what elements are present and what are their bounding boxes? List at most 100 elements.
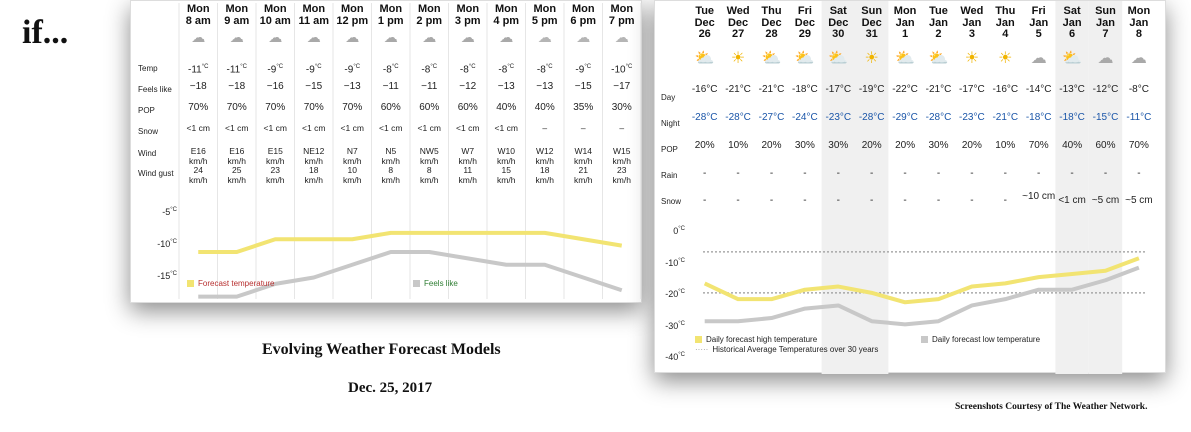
- pop-cell: 40%: [534, 102, 555, 113]
- gust-unit: km/h: [266, 174, 285, 185]
- temp-value: -8: [498, 64, 508, 76]
- feels-cell: −16: [266, 81, 284, 92]
- day-header-4: Sat Dec 30: [822, 5, 855, 41]
- gust-value: 24: [193, 165, 203, 175]
- wind-dir: W14: [574, 146, 592, 156]
- day-temp-cell: -17°C: [825, 84, 852, 95]
- snow-cloud-icon: ☁: [1130, 50, 1147, 67]
- night-temp-cell: -28°C: [925, 112, 952, 123]
- wind-dir: NW5: [419, 146, 439, 156]
- snow-cloud-icon: ☁: [422, 29, 437, 45]
- legend-label: Feels like: [424, 279, 458, 288]
- hour-time: 7 pm: [608, 14, 635, 27]
- pop-cell: 30%: [928, 140, 949, 151]
- gust-value: 8: [426, 165, 432, 175]
- wind-dir: W7: [461, 146, 475, 156]
- legend-label: Daily forecast high temperature: [706, 335, 818, 344]
- snow-cloud-icon: ☁: [1097, 50, 1114, 67]
- day-temp-cell: -21°C: [758, 84, 785, 95]
- day-header-1: Wed Dec 27: [721, 5, 754, 41]
- y-tick-value: -5: [162, 206, 171, 217]
- wind-cell: W10 km/h 15 km/h: [487, 146, 526, 185]
- temp-value: -9: [267, 64, 277, 76]
- wind-unit: km/h: [458, 155, 477, 166]
- sun-cloud-icon: ⛅: [794, 50, 815, 67]
- gust-unit: km/h: [227, 174, 246, 185]
- night-temp-cell: -28°C: [858, 112, 885, 123]
- day-header-10: Fri Jan 5: [1022, 5, 1055, 41]
- temp-unit: °C: [545, 64, 553, 70]
- weekend-shading: [1055, 1, 1089, 374]
- day-name: Sat: [1063, 5, 1081, 17]
- pop-cell: 60%: [1095, 140, 1116, 151]
- y-tick-label: -10°C: [655, 258, 685, 268]
- wind-dir: W12: [536, 146, 554, 156]
- legend-swatch: [921, 336, 928, 343]
- day-name: Sat: [829, 5, 847, 17]
- wind-cell: NW5 km/h 8 km/h: [410, 146, 449, 185]
- snow-cell: <1 cm: [1058, 195, 1086, 206]
- rain-cell: -: [903, 168, 907, 179]
- y-tick-value: -10: [665, 257, 679, 268]
- day-header-11: Sat Jan 6: [1055, 5, 1088, 41]
- day-month: Jan: [1129, 16, 1149, 29]
- hour-day: Mon: [533, 3, 557, 15]
- day-name: Fri: [1031, 5, 1046, 17]
- snow-cell: <1 cm: [456, 123, 480, 133]
- daily-chart-svg: [703, 1, 1147, 374]
- wind-dir: W10: [497, 146, 515, 156]
- day-temp-cell: -14°C: [1025, 84, 1052, 95]
- temp-value: -8: [459, 64, 469, 76]
- snow-cloud-icon: ☁: [460, 29, 475, 45]
- wind-unit: km/h: [266, 155, 285, 166]
- snow-cell: <1 cm: [263, 123, 287, 133]
- credit-text: Screenshots Courtesy of The Weather Netw…: [955, 402, 1148, 412]
- pop-cell: 30%: [611, 102, 632, 113]
- caption-date: Dec. 25, 2017: [348, 380, 433, 396]
- y-tick-unit: °C: [678, 226, 685, 232]
- hour-header-3: Mon 11 am: [295, 3, 334, 27]
- wind-unit: km/h: [535, 155, 554, 166]
- wind-cell: N7 km/h 10 km/h: [333, 146, 372, 185]
- legend-swatch: [413, 280, 420, 287]
- temp-value: -10: [611, 64, 626, 76]
- gust-unit: km/h: [574, 174, 593, 185]
- temp-value: -9: [344, 64, 354, 76]
- day-month: Jan: [995, 16, 1015, 29]
- day-month: Dec: [828, 16, 849, 29]
- temp-unit: °C: [201, 64, 209, 70]
- wind-cell: W7 km/h 11 km/h: [449, 146, 488, 185]
- rain-cell: -: [736, 168, 740, 179]
- feels-cell: −13: [536, 81, 554, 92]
- snow-cell: -: [870, 195, 874, 206]
- temp-cell: -10°C: [603, 63, 642, 75]
- legend-dash: ·····: [695, 345, 709, 354]
- wind-dir: E15: [267, 146, 283, 156]
- hour-time: 2 pm: [416, 14, 443, 27]
- pop-cell: 30%: [794, 140, 815, 151]
- pop-cell: 70%: [265, 102, 286, 113]
- cloud-icon: ☁: [537, 29, 552, 45]
- gust-value: 15: [501, 165, 511, 175]
- day-temp-cell: -17°C: [959, 84, 985, 95]
- rain-cell: -: [1070, 168, 1074, 179]
- hour-header-4: Mon 12 pm: [333, 3, 372, 27]
- day-date: 31: [865, 28, 878, 40]
- rain-cell: -: [1103, 168, 1108, 179]
- temp-cell: -8°C: [449, 63, 488, 75]
- day-date: 5: [1035, 28, 1042, 40]
- feels-cell: −17: [613, 81, 631, 92]
- hour-day: Mon: [379, 3, 403, 15]
- temp-cell: -8°C: [526, 63, 565, 75]
- row-label-wind: Wind: [138, 149, 157, 158]
- pop-cell: 70%: [1128, 140, 1149, 151]
- day-name: Fri: [797, 5, 812, 17]
- day-temp-cell: -18°C: [792, 84, 818, 95]
- day-temp-cell: -13°C: [1059, 84, 1085, 95]
- rain-cell: -: [836, 168, 840, 179]
- row-label-feels: Feels like: [138, 85, 172, 94]
- gust-value: 18: [540, 165, 550, 175]
- sun-cloud-icon: ⛅: [828, 50, 849, 67]
- hour-header-11: Mon 7 pm: [603, 3, 642, 27]
- rain-cell: -: [936, 168, 941, 179]
